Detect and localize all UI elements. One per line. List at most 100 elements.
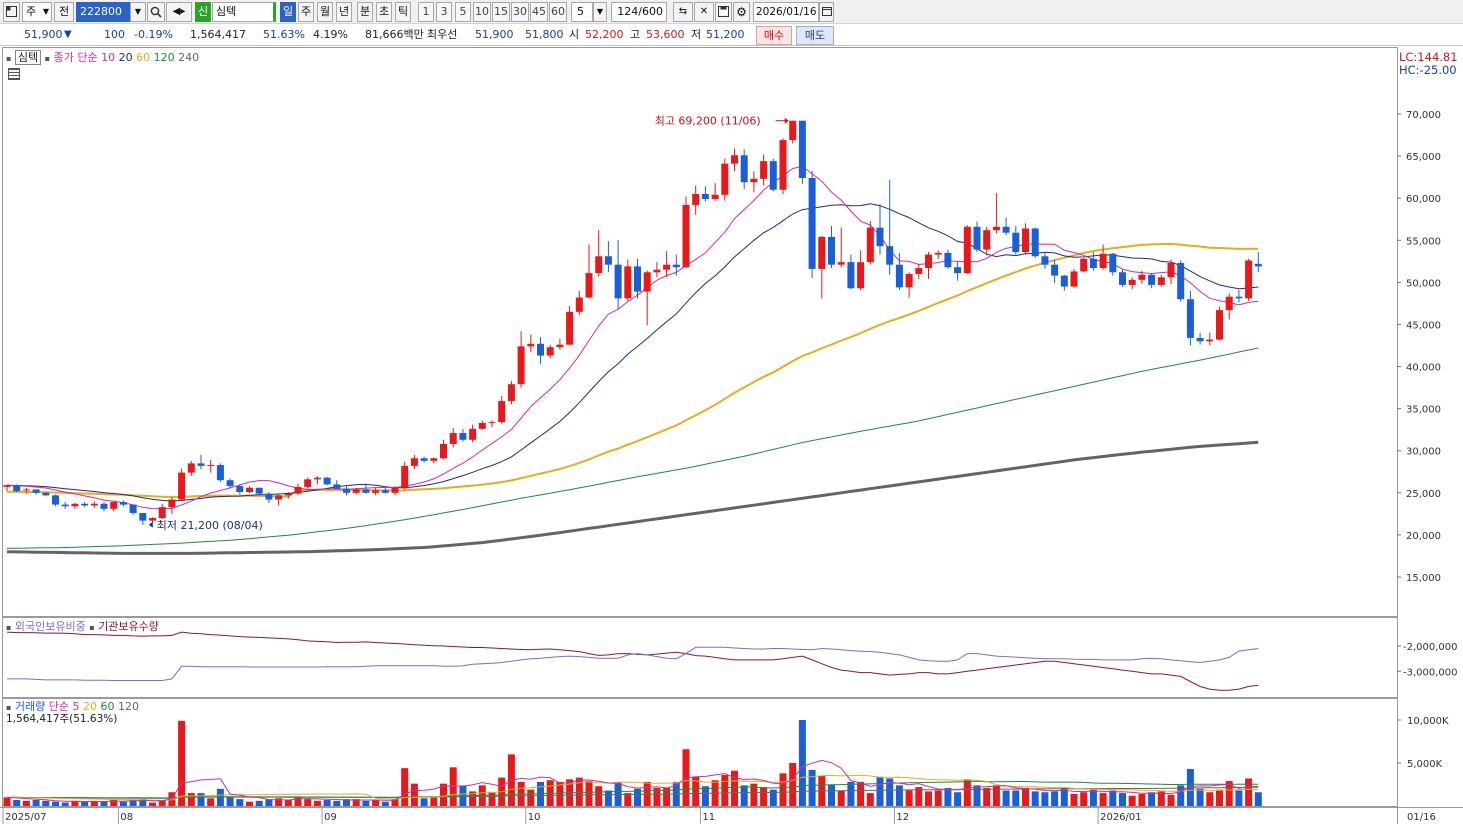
candle-body	[478, 422, 486, 429]
candle	[721, 158, 729, 201]
buy-button[interactable]: 매수	[756, 26, 792, 45]
period-month-tab[interactable]: 월	[317, 2, 333, 22]
period-year-tab[interactable]: 년	[336, 2, 352, 22]
candle-body	[760, 161, 768, 179]
volume-bar	[333, 800, 341, 806]
candle-body	[71, 503, 79, 507]
candle	[304, 477, 312, 489]
unit-dropdown-icon[interactable]: ▼	[593, 2, 607, 22]
minute-45-button[interactable]: 45	[530, 2, 548, 22]
candle	[246, 486, 253, 493]
candle	[779, 138, 787, 194]
volume-bar	[1128, 795, 1136, 806]
unit-input[interactable]: 5	[571, 2, 593, 22]
window-icon[interactable]	[3, 2, 20, 22]
candle-body	[818, 236, 826, 269]
ma10-line	[6, 165, 1259, 510]
candle-body	[517, 346, 525, 385]
volume-info: 1,564,417주(51.63%)	[6, 713, 118, 725]
minute-1-button[interactable]: 1	[418, 2, 434, 22]
candle-body	[430, 458, 438, 461]
candle-body	[905, 273, 913, 288]
candle-body	[410, 458, 418, 466]
candle-body	[1148, 274, 1156, 285]
candle-body	[556, 344, 564, 348]
chart-area[interactable]: 70,000 65,000 60,000 55,000 50,000 45,000 40,0…	[0, 47, 1463, 824]
scroll-icon[interactable]: ⇆	[673, 2, 693, 22]
volume-bar	[1177, 785, 1185, 806]
price-chart[interactable]: 70,000 65,000 60,000 55,000 50,000 45,000 40,0…	[0, 47, 1463, 824]
candle-body	[1089, 258, 1097, 269]
foreign-ratio-label: 외국인보유비중	[14, 620, 86, 633]
candle	[1022, 223, 1029, 255]
price-tick-label: 25,000	[1406, 489, 1441, 500]
candle-body	[1254, 263, 1262, 267]
price-tick-label: 50,000	[1406, 278, 1441, 289]
volume-bar	[284, 799, 292, 806]
volume-bar	[469, 791, 477, 806]
price-change: 100	[104, 28, 125, 41]
period-select[interactable]: 주 ▼	[22, 2, 52, 22]
candle-body	[963, 226, 971, 274]
volume-bar	[90, 800, 98, 806]
grid-icon[interactable]	[8, 68, 20, 80]
candle	[1235, 289, 1243, 303]
date-input[interactable]: 2026/01/16	[753, 2, 819, 22]
candle-body	[139, 513, 147, 521]
speaker-icon[interactable]: ◀▸	[166, 2, 192, 22]
volume-bar	[721, 775, 729, 806]
gear-icon[interactable]: ⚙	[733, 2, 750, 22]
minute-60-button[interactable]: 60	[549, 2, 567, 22]
best-ask: 51,900	[475, 28, 514, 41]
minute-3-button[interactable]: 3	[436, 2, 452, 22]
sell-button[interactable]: 매도	[796, 26, 834, 45]
candle-body	[604, 256, 612, 265]
candle	[42, 491, 50, 497]
minute-30-button[interactable]: 30	[511, 2, 529, 22]
minute-10-button[interactable]: 10	[473, 2, 491, 22]
volume-bar	[1089, 789, 1097, 806]
candle	[944, 249, 952, 269]
candle-body	[110, 502, 118, 509]
volume-bar	[1196, 788, 1204, 806]
period-day-tab[interactable]: 일	[280, 2, 296, 22]
candle	[430, 457, 438, 464]
period-week-tab[interactable]: 주	[298, 2, 314, 22]
candle-body	[81, 503, 89, 506]
candle-body	[265, 493, 273, 500]
volume-bar	[604, 790, 612, 806]
code-dropdown-icon[interactable]: ▼	[130, 2, 146, 22]
search-icon[interactable]	[147, 2, 165, 22]
save-icon[interactable]	[715, 2, 732, 22]
stock-code-input[interactable]: 222800	[76, 2, 130, 22]
stock-name-input[interactable]: 심텍	[212, 2, 276, 22]
ma20-line	[6, 203, 1259, 502]
volume-bar	[1138, 793, 1146, 806]
institution-label: 기관보유수량	[98, 620, 159, 633]
volume-bar	[1031, 791, 1039, 806]
prev-button[interactable]: 전	[54, 2, 74, 22]
volume-bar	[3, 797, 11, 806]
crosshair-icon[interactable]: ✕	[694, 2, 714, 22]
candle	[187, 460, 195, 476]
candle	[566, 305, 574, 346]
calendar-icon[interactable]	[819, 2, 834, 22]
period-tick-tab[interactable]: 틱	[395, 2, 411, 22]
candle-body	[634, 266, 641, 292]
candle	[992, 193, 1000, 234]
foreign-ratio-line	[7, 646, 1259, 681]
period-second-tab[interactable]: 초	[376, 2, 392, 22]
volume-bar	[934, 790, 942, 806]
candle	[595, 230, 603, 277]
volume-bar	[440, 783, 447, 806]
minute-5-button[interactable]: 5	[455, 2, 471, 22]
turnover-rate: 4.19%	[313, 28, 348, 41]
period-minute-tab[interactable]: 분	[357, 2, 373, 22]
minute-15-button[interactable]: 15	[492, 2, 510, 22]
volume-bar	[294, 796, 302, 806]
volume-bar	[110, 799, 118, 806]
candle	[760, 154, 768, 186]
volume-bar	[158, 799, 166, 806]
volume-bar	[265, 799, 273, 806]
volume-bar	[119, 801, 127, 806]
